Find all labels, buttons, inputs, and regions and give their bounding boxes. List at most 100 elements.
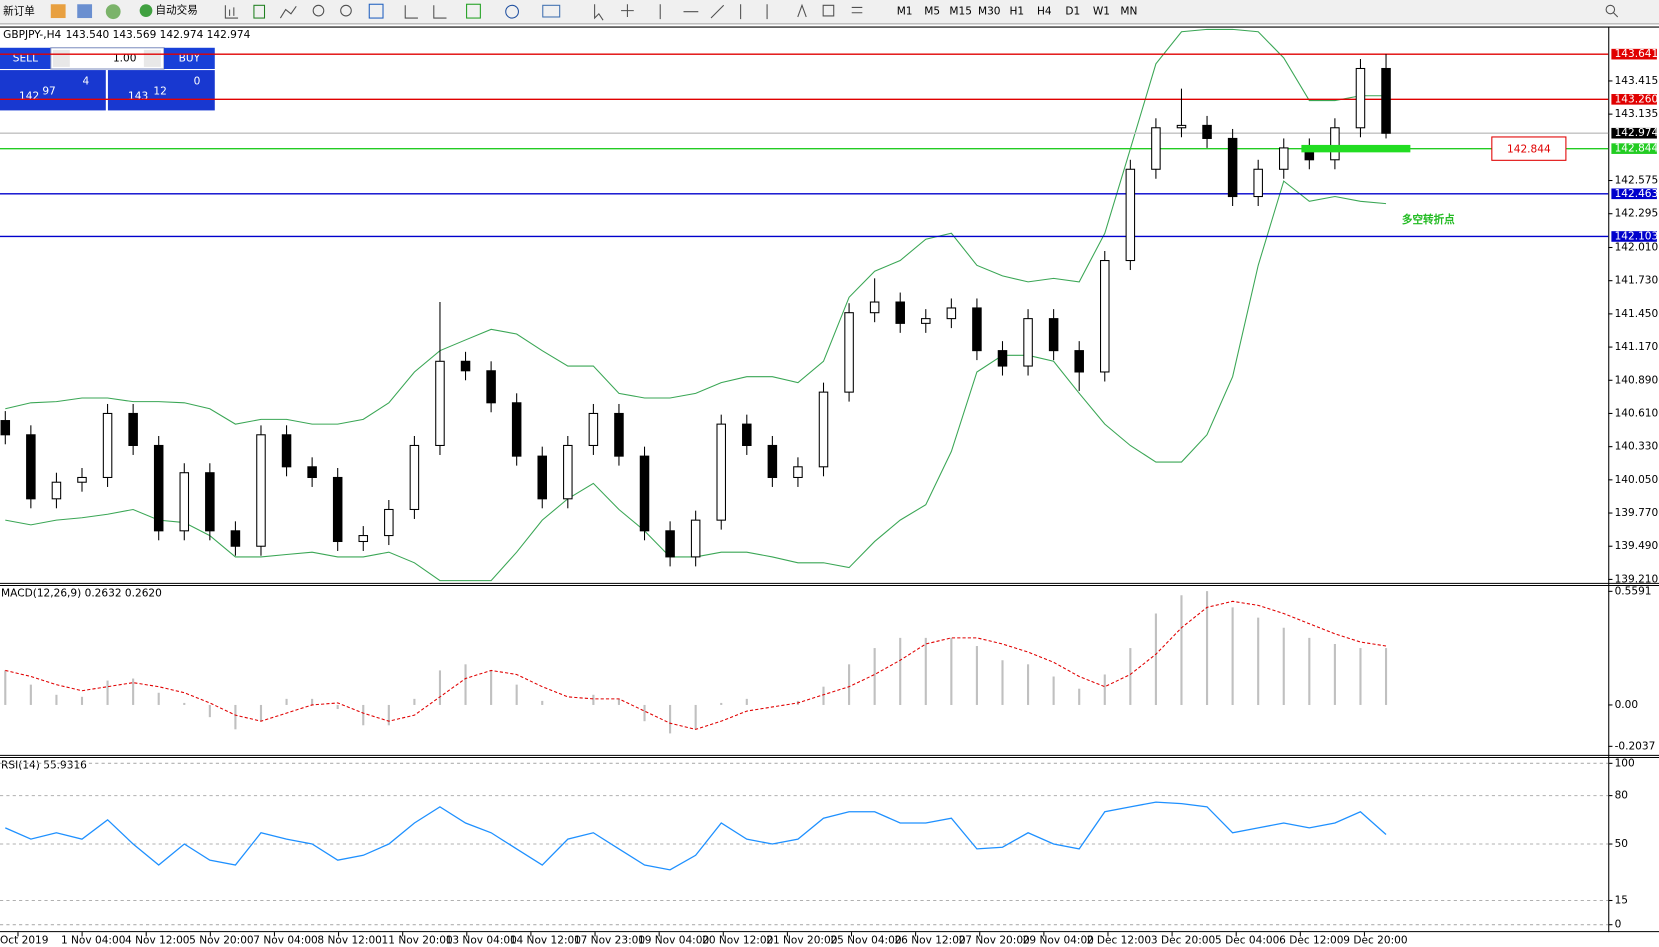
timeframe-button[interactable] xyxy=(1117,3,1143,21)
level-box xyxy=(1611,143,1657,154)
y-tick-label: 143.415 xyxy=(1615,75,1659,87)
x-tick-label: 27 Nov 20:00 xyxy=(959,935,1030,947)
candle-body xyxy=(1100,260,1110,373)
timeframe-button[interactable] xyxy=(892,3,919,21)
candle-body xyxy=(1227,137,1238,198)
rsi-line xyxy=(5,801,1387,871)
x-tick-label: 7 Nov 04:00 xyxy=(253,935,318,947)
y-tick-label: 15 xyxy=(1615,894,1628,906)
x-tick-label: 17 Nov 23:00 xyxy=(574,935,645,947)
price-label-box xyxy=(1491,136,1567,161)
y-tick-label: 143.135 xyxy=(1615,108,1659,120)
candle-body xyxy=(205,472,215,532)
auto-trading-icon[interactable] xyxy=(139,4,153,17)
icon[interactable] xyxy=(621,4,634,17)
sell-price-box[interactable] xyxy=(0,70,106,111)
timeframe-button[interactable] xyxy=(1061,3,1087,21)
icon[interactable] xyxy=(312,4,325,17)
y-tick-label: 140.050 xyxy=(1615,474,1659,486)
timeframe-label[interactable]: D1 xyxy=(1065,6,1080,18)
timeframe-button[interactable] xyxy=(1032,3,1059,21)
one-click-trading: SELL 1.00 BUY 142 97 4 143 12 0 xyxy=(0,47,215,111)
level-box xyxy=(1611,48,1657,60)
level-label: 142.974 xyxy=(1615,127,1659,139)
x-tick-label: 3 Dec 20:00 xyxy=(1151,935,1216,947)
buy-button[interactable] xyxy=(163,47,215,70)
y-tick-label: 140.330 xyxy=(1615,441,1659,453)
candle-body xyxy=(358,535,369,543)
toolbar-icons xyxy=(224,3,1619,21)
timeframe-label[interactable]: M15 xyxy=(949,6,972,18)
sell-price-point: 4 xyxy=(83,76,90,88)
icon[interactable] xyxy=(404,5,418,19)
search-icon[interactable] xyxy=(1605,4,1616,15)
y-tick-label: 0.00 xyxy=(1615,699,1639,711)
y-tick-label: 80 xyxy=(1615,790,1629,802)
lot-value[interactable]: 1.00 xyxy=(113,52,137,64)
new-order-button[interactable] xyxy=(3,4,42,20)
highlight-bar xyxy=(1301,144,1411,153)
candle-body xyxy=(972,307,982,352)
sell-label[interactable]: SELL xyxy=(13,52,38,64)
buy-price-big: 143 xyxy=(128,91,148,103)
y-tick-label: -0.2037 xyxy=(1615,740,1656,752)
candle-body xyxy=(946,307,957,320)
x-tick-label: 11 Nov 20:00 xyxy=(382,935,453,947)
icon[interactable] xyxy=(253,4,266,19)
icon[interactable] xyxy=(368,3,384,19)
timeframe-button[interactable] xyxy=(920,3,946,21)
buy-price-box[interactable] xyxy=(107,70,215,111)
sell-button[interactable] xyxy=(0,47,51,70)
timeframe-button[interactable] xyxy=(1005,3,1031,21)
icon[interactable] xyxy=(433,5,447,19)
candle-body xyxy=(26,434,36,500)
icon[interactable] xyxy=(50,4,66,19)
buy-label[interactable]: BUY xyxy=(179,52,201,64)
x-tick-label: 20 Nov 12:00 xyxy=(702,935,773,947)
x-tick-label: 19 Nov 04:00 xyxy=(638,935,709,947)
candle-body xyxy=(793,466,803,479)
timeframe-label[interactable]: MN xyxy=(1120,6,1137,18)
icon[interactable] xyxy=(466,3,481,19)
new-order-label[interactable]: 新订单 xyxy=(3,5,35,18)
candle-body xyxy=(537,455,548,500)
timeframe-label[interactable]: M1 xyxy=(897,6,913,18)
candle-body xyxy=(563,444,573,500)
icon[interactable] xyxy=(542,4,561,18)
lot-down[interactable] xyxy=(52,49,70,67)
search-icon[interactable] xyxy=(1613,12,1619,18)
timeframe-label[interactable]: H4 xyxy=(1037,6,1052,18)
lot-up[interactable] xyxy=(143,49,161,67)
bollinger-upper xyxy=(5,28,1387,425)
candle-body xyxy=(844,312,854,393)
candle-body xyxy=(614,412,624,457)
timeframe-button[interactable] xyxy=(949,3,975,21)
rsi-title: RSI(14) 55.9316 xyxy=(1,759,87,771)
icon[interactable] xyxy=(340,4,352,17)
candle-body xyxy=(281,434,292,468)
timeframe-label[interactable]: H1 xyxy=(1009,6,1024,18)
y-tick-label: 50 xyxy=(1615,838,1629,850)
icon[interactable] xyxy=(659,4,768,20)
icon[interactable] xyxy=(77,4,93,19)
timeframe-label[interactable]: M5 xyxy=(924,6,940,18)
icon[interactable] xyxy=(224,5,239,19)
timeframe-label[interactable]: M30 xyxy=(978,6,1001,18)
y-tick-label: 141.730 xyxy=(1615,275,1659,287)
icon[interactable] xyxy=(505,4,519,19)
icon[interactable] xyxy=(797,3,863,18)
candle-body xyxy=(1253,168,1263,198)
icon[interactable] xyxy=(279,6,297,19)
price-label: 142.844 xyxy=(1507,144,1551,156)
icon[interactable] xyxy=(105,4,121,20)
candle-body xyxy=(716,423,726,521)
auto-trading-label[interactable]: 自动交易 xyxy=(156,4,198,17)
timeframe-label[interactable]: W1 xyxy=(1093,6,1110,18)
x-tick-label: 29 Nov 04:00 xyxy=(1023,935,1094,947)
timeframe-button[interactable] xyxy=(977,3,1004,21)
icon[interactable] xyxy=(594,4,604,21)
candle-body xyxy=(1176,124,1187,129)
candle-body xyxy=(665,530,675,558)
timeframe-button[interactable] xyxy=(1089,3,1116,21)
